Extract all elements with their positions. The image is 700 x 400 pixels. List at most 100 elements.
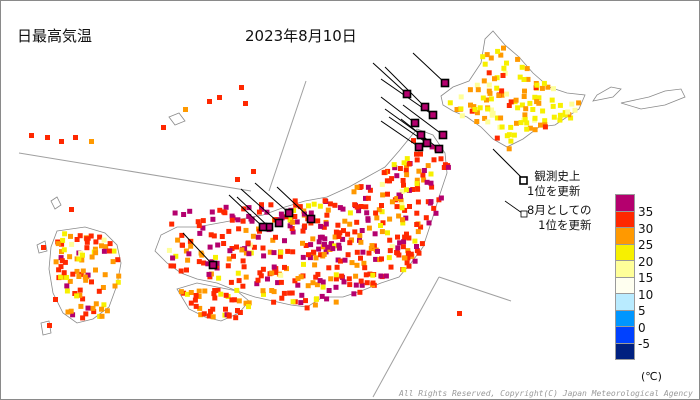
station-marker — [208, 232, 214, 238]
station-marker — [241, 264, 247, 270]
station-marker — [234, 244, 239, 250]
station-marker — [290, 249, 296, 255]
station-marker — [324, 296, 330, 302]
station-marker — [171, 263, 177, 269]
record-marker — [402, 89, 412, 99]
station-marker — [416, 168, 422, 174]
station-marker — [185, 257, 191, 263]
station-marker — [278, 279, 284, 285]
station-marker — [180, 242, 185, 248]
station-marker — [566, 112, 572, 118]
station-marker — [222, 210, 228, 216]
station-marker — [322, 236, 328, 242]
station-marker — [320, 284, 326, 290]
station-marker — [292, 278, 298, 284]
station-marker — [524, 120, 530, 126]
station-marker — [80, 315, 86, 321]
station-marker — [485, 106, 491, 112]
station-marker — [341, 228, 346, 234]
station-marker — [354, 249, 360, 255]
station-marker — [524, 126, 530, 132]
station-marker — [61, 247, 67, 253]
record-marker — [438, 130, 448, 140]
station-marker — [112, 283, 118, 289]
station-marker — [303, 298, 308, 304]
kuril-outline — [592, 86, 686, 110]
station-marker — [498, 115, 504, 121]
station-marker — [320, 279, 326, 285]
record-pointer-line — [276, 186, 312, 220]
station-marker — [107, 241, 113, 247]
station-marker — [271, 289, 277, 295]
station-marker — [389, 199, 395, 205]
station-marker — [186, 251, 192, 257]
station-marker — [336, 242, 342, 248]
station-marker — [459, 113, 465, 119]
station-marker — [217, 207, 223, 213]
station-marker — [260, 266, 266, 272]
station-marker — [306, 203, 311, 209]
station-marker — [64, 283, 70, 289]
station-marker — [365, 195, 371, 201]
station-marker — [261, 291, 266, 297]
station-marker — [347, 210, 353, 216]
legend-pointer-all-time — [492, 148, 522, 178]
station-marker — [351, 189, 357, 195]
station-marker — [234, 287, 240, 293]
legend-label: 5 — [638, 304, 646, 318]
station-marker — [341, 279, 347, 285]
station-marker — [226, 256, 232, 262]
station-markers — [29, 45, 582, 328]
station-marker — [499, 88, 505, 94]
station-marker — [91, 309, 97, 315]
station-marker — [474, 110, 480, 116]
station-marker — [116, 273, 122, 279]
station-marker — [292, 198, 298, 204]
station-marker — [569, 101, 575, 107]
station-marker — [161, 125, 166, 130]
station-marker — [260, 245, 266, 251]
station-marker — [60, 237, 66, 243]
station-marker — [522, 117, 528, 122]
record-pointer-line — [402, 104, 444, 136]
station-marker — [514, 120, 519, 126]
station-marker — [69, 241, 75, 247]
station-marker — [378, 273, 384, 279]
station-marker — [78, 303, 84, 309]
station-marker — [358, 255, 363, 261]
station-marker — [406, 235, 412, 241]
station-marker — [401, 267, 407, 273]
station-marker — [426, 220, 432, 226]
station-marker — [173, 253, 179, 259]
station-marker — [82, 274, 88, 280]
legend-label: 25 — [638, 238, 654, 252]
station-marker — [270, 237, 276, 243]
station-marker — [313, 255, 319, 261]
record-pointer-line — [380, 120, 420, 148]
station-marker — [400, 220, 406, 226]
station-marker — [211, 291, 217, 297]
station-marker — [334, 264, 340, 270]
station-marker — [258, 273, 264, 279]
station-marker — [388, 264, 394, 270]
station-marker — [457, 311, 462, 316]
station-marker — [338, 258, 343, 264]
legend-swatch — [615, 293, 635, 310]
record-august-note: 8月としての 1位を更新 — [527, 203, 591, 233]
station-marker — [321, 224, 327, 230]
station-marker — [236, 298, 242, 304]
station-marker — [454, 107, 460, 112]
station-marker — [96, 288, 102, 294]
station-marker — [188, 300, 194, 306]
station-marker — [196, 259, 202, 265]
station-marker — [268, 202, 274, 208]
station-marker — [269, 270, 275, 276]
station-marker — [367, 271, 373, 277]
station-marker — [218, 291, 224, 297]
station-marker — [406, 187, 412, 193]
station-marker — [354, 262, 360, 268]
station-marker — [110, 259, 116, 265]
station-marker — [530, 107, 536, 112]
station-marker — [353, 282, 359, 288]
station-marker — [256, 209, 262, 215]
